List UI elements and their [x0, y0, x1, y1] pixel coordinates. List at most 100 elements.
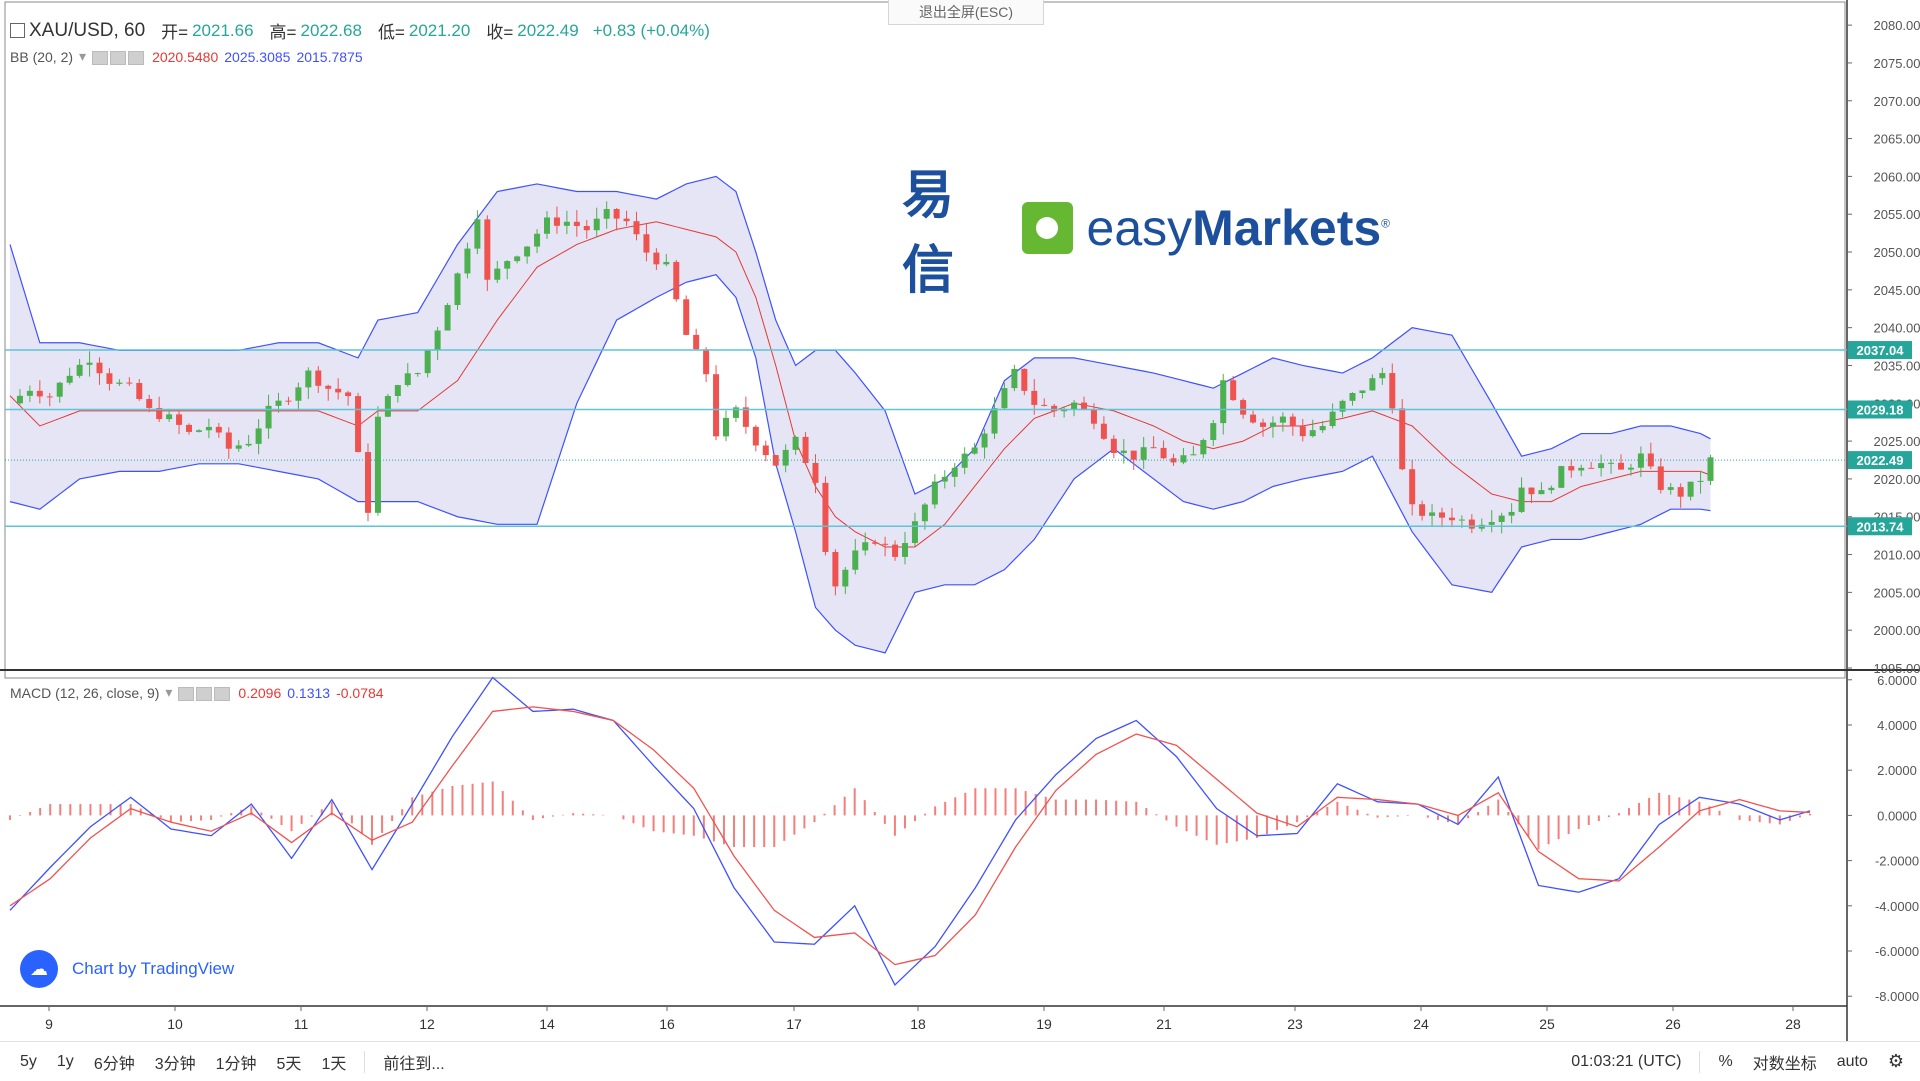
candle-body: [1320, 426, 1326, 430]
macd-label[interactable]: MACD (12, 26, close, 9): [10, 685, 159, 701]
macd-tick-label: -8.0000: [1875, 989, 1919, 1004]
settings-gear-icon[interactable]: ⚙: [1878, 1051, 1914, 1072]
candle-body: [1230, 380, 1236, 400]
log-scale-toggle[interactable]: 对数坐标: [1743, 1050, 1827, 1074]
candle-body: [1111, 439, 1117, 453]
candle-body: [713, 374, 719, 436]
candle-body: [703, 349, 709, 374]
candle-body: [614, 209, 620, 219]
candle-body: [594, 219, 600, 230]
time-tick-label: 21: [1156, 1016, 1172, 1032]
price-tick-label: 2025.00: [1874, 434, 1920, 449]
collapse-icon[interactable]: [10, 23, 25, 38]
candle-body: [1260, 423, 1266, 427]
low-value: 2021.20: [409, 21, 470, 41]
percent-toggle[interactable]: %: [1708, 1053, 1742, 1071]
range-6m[interactable]: 6分钟: [84, 1050, 145, 1074]
candle-body: [435, 331, 441, 351]
time-tick-label: 26: [1665, 1016, 1681, 1032]
tradingview-link[interactable]: Chart by TradingView: [72, 959, 234, 979]
candle-body: [276, 401, 282, 406]
candle-body: [832, 552, 838, 586]
candle-body: [415, 373, 421, 374]
gear-icon[interactable]: [196, 687, 212, 701]
range-1y[interactable]: 1y: [47, 1053, 84, 1071]
candle-body: [176, 414, 182, 425]
price-tick-label: 2045.00: [1874, 283, 1920, 298]
logo-cn-text: 易信: [902, 153, 1008, 303]
candle-body: [47, 396, 53, 397]
candle-body: [942, 477, 948, 482]
macd-hist-value: -0.0784: [336, 685, 383, 701]
macd-tick-label: 6.0000: [1877, 673, 1917, 688]
range-3m[interactable]: 3分钟: [145, 1050, 206, 1074]
range-5d[interactable]: 5天: [267, 1050, 312, 1074]
close-icon[interactable]: [214, 687, 230, 701]
macd-tick-label: -6.0000: [1875, 944, 1919, 959]
bb-legend: BB (20, 2) ▾ 2020.5480 2025.3085 2015.78…: [10, 48, 363, 65]
candle-body: [1688, 482, 1694, 497]
candle-body: [793, 437, 799, 450]
dropdown-icon[interactable]: ▾: [165, 684, 172, 701]
indicator-controls[interactable]: [178, 684, 232, 700]
eye-icon[interactable]: [178, 687, 194, 701]
candle-body: [1359, 390, 1365, 393]
auto-scale-toggle[interactable]: auto: [1827, 1053, 1878, 1071]
candle-body: [77, 365, 83, 376]
range-5y[interactable]: 5y: [10, 1053, 47, 1071]
candle-body: [1190, 454, 1196, 455]
bb-label[interactable]: BB (20, 2): [10, 49, 73, 65]
candle-body: [1091, 409, 1097, 424]
goto-date-button[interactable]: 前往到...: [373, 1050, 454, 1074]
range-1m[interactable]: 1分钟: [206, 1050, 267, 1074]
candle-body: [1459, 520, 1465, 521]
candle-body: [355, 396, 361, 452]
candle-body: [1280, 417, 1286, 423]
candle-body: [1499, 516, 1505, 522]
candle-body: [484, 219, 490, 279]
candle-body: [226, 433, 232, 449]
candle-body: [345, 392, 351, 396]
candle-body: [1588, 468, 1594, 469]
candle-body: [882, 544, 888, 545]
close-icon[interactable]: [128, 51, 144, 65]
change-value: +0.83 (+0.04%): [593, 21, 710, 41]
tradingview-attribution[interactable]: ☁ Chart by TradingView: [20, 950, 234, 988]
candle-body: [365, 452, 371, 513]
candle-body: [1369, 378, 1375, 390]
candle-body: [564, 222, 570, 226]
utc-time[interactable]: 01:03:21 (UTC): [1561, 1053, 1691, 1071]
candle-body: [335, 389, 341, 393]
range-1d[interactable]: 1天: [311, 1050, 356, 1074]
exit-fullscreen-button[interactable]: 退出全屏(ESC): [888, 0, 1044, 25]
candle-body: [1628, 468, 1634, 470]
time-tick-label: 9: [45, 1016, 53, 1032]
candle-body: [1529, 488, 1535, 495]
candle-body: [1658, 466, 1664, 490]
candle-body: [1578, 468, 1584, 471]
macd-signal-value: 0.1313: [287, 685, 330, 701]
logo-en-text: easyMarkets®: [1087, 199, 1390, 257]
dropdown-icon[interactable]: ▾: [79, 48, 86, 65]
time-tick-label: 18: [910, 1016, 926, 1032]
candle-body: [912, 521, 918, 543]
price-tick-label: 2060.00: [1874, 169, 1920, 184]
candle-body: [822, 483, 828, 552]
candle-body: [146, 399, 152, 408]
candle-body: [554, 217, 560, 225]
candle-body: [1379, 373, 1385, 378]
eye-icon[interactable]: [92, 51, 108, 65]
candle-body: [1011, 369, 1017, 388]
tradingview-cloud-icon: ☁: [20, 950, 58, 988]
candle-body: [1021, 369, 1027, 391]
candle-body: [87, 363, 93, 365]
bottom-toolbar: 5y 1y 6分钟 3分钟 1分钟 5天 1天 前往到... 01:03:21 …: [0, 1041, 1920, 1081]
indicator-controls[interactable]: [92, 48, 146, 64]
candle-body: [1031, 391, 1037, 405]
candle-body: [1350, 393, 1356, 401]
gear-icon[interactable]: [110, 51, 126, 65]
bollinger-band-fill: [10, 176, 1711, 652]
candle-body: [693, 335, 699, 349]
symbol-label[interactable]: XAU/USD, 60: [29, 20, 145, 42]
candle-body: [236, 445, 242, 448]
